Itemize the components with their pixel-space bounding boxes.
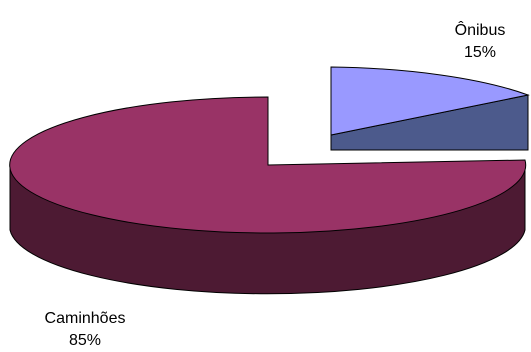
label-caminhoes-name: Caminhões [44, 310, 126, 327]
label-onibus: Ônibus 15% [430, 20, 530, 64]
slice-onibus [330, 66, 530, 136]
label-caminhoes-percent: 85% [68, 332, 102, 349]
label-caminhoes: Caminhões 85% [20, 308, 150, 352]
label-onibus-percent: 15% [463, 44, 497, 61]
label-onibus-name: Ônibus [454, 22, 506, 39]
slice-caminhoes [9, 96, 527, 234]
